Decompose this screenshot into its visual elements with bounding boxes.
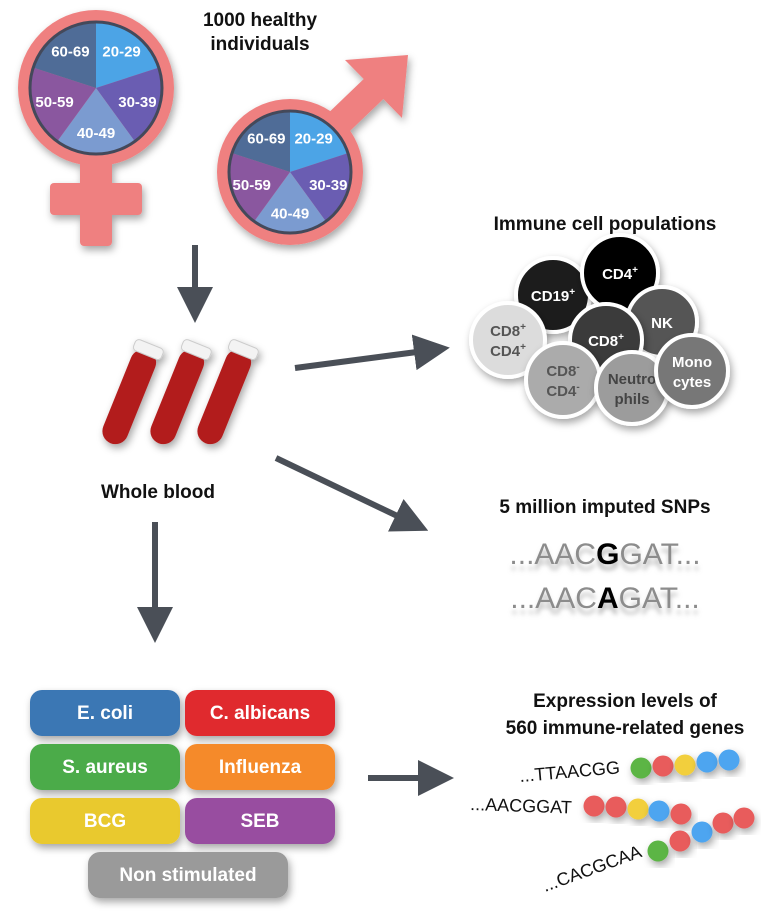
expression-bead-green xyxy=(647,840,669,862)
snp-sequences: ...AACGGAT... ...AACAGAT... xyxy=(509,538,700,615)
stimulus-s-aureus: S. aureus xyxy=(30,744,180,790)
expression-bead-red xyxy=(669,830,691,852)
arrow-to-cells xyxy=(294,334,450,371)
female-age-label: 40-49 xyxy=(77,125,115,142)
expression-bead-green xyxy=(630,757,652,779)
expression-bead-yellow xyxy=(627,798,649,820)
stimulus-label: E. coli xyxy=(77,703,133,724)
female-pie-slice-30-39 xyxy=(96,67,162,142)
expression-bead-blue xyxy=(696,751,718,773)
female-pie-slice-50-59 xyxy=(30,67,96,142)
expression-bead-red xyxy=(605,796,627,818)
stimulus-c-albicans: C. albicans xyxy=(185,690,335,736)
cell-label: CD8+ xyxy=(490,322,526,340)
cohort-title-line1: 1000 healthy xyxy=(203,10,317,31)
gene-sequence: ...TTAACGG xyxy=(519,757,621,786)
female-age-label: 30-39 xyxy=(118,94,156,111)
female-pie-slice-60-69 xyxy=(33,22,96,88)
female-age-label: 20-29 xyxy=(102,44,140,61)
stimulus-e-coli: E. coli xyxy=(30,690,180,736)
gene-expression-row: ...TTAACGG xyxy=(519,749,740,786)
cell-label: phils xyxy=(614,391,649,408)
male-age-label: 40-49 xyxy=(271,205,309,222)
gene-expression-rows: ...TTAACGG ...AACGGAT ...CACGCAA xyxy=(470,749,755,896)
immune-cell-cd8poscd4pos: CD8+ CD4+ xyxy=(469,301,547,379)
male-pie-slice-50-59 xyxy=(229,153,290,222)
stimulus-label: C. albicans xyxy=(210,703,310,724)
cell-label: CD4- xyxy=(546,382,579,400)
stimulus-label: Non stimulated xyxy=(119,865,256,886)
male-age-label: 50-59 xyxy=(233,177,271,194)
male-pie-slice-30-39 xyxy=(290,153,351,222)
snp-row-1: ...AACGGAT... xyxy=(509,538,700,571)
cells-title: Immune cell populations xyxy=(494,214,717,235)
cell-label: Mono xyxy=(672,354,712,371)
blood-tubes-icon xyxy=(102,339,259,445)
male-age-label: 60-69 xyxy=(247,130,285,147)
cell-label: cytes xyxy=(673,374,711,391)
female-age-label: 60-69 xyxy=(51,44,89,61)
expression-bead-blue xyxy=(718,749,740,771)
cell-label: Neutro xyxy=(608,371,656,388)
expression-title-line2: 560 immune-related genes xyxy=(506,718,745,739)
cell-label: CD19+ xyxy=(531,287,575,305)
cell-label: CD8- xyxy=(546,362,579,380)
stimulus-label: S. aureus xyxy=(62,757,148,778)
expression-bead-red xyxy=(733,807,755,829)
cohort-title-line2: individuals xyxy=(210,34,309,55)
whole-blood-label: Whole blood xyxy=(101,482,215,503)
female-age-label: 50-59 xyxy=(35,94,73,111)
gene-sequence: ...AACGGAT xyxy=(470,794,572,818)
expression-bead-red xyxy=(712,812,734,834)
gene-sequence: ...CACGCAA xyxy=(540,841,645,895)
stimulus-seb: SEB xyxy=(185,798,335,844)
stimulus-influenza: Influenza xyxy=(185,744,335,790)
stimulus-bcg: BCG xyxy=(30,798,180,844)
male-pie-slice-60-69 xyxy=(231,111,290,172)
stimulus-label: BCG xyxy=(84,811,126,832)
female-pie-slice-20-29 xyxy=(96,22,159,88)
immune-cell-monocytes: Mono cytes xyxy=(654,333,730,409)
expression-bead-blue xyxy=(648,800,670,822)
expression-title-line1: Expression levels of xyxy=(533,691,717,712)
stimulus-label: Influenza xyxy=(219,757,302,778)
male-age-label: 30-39 xyxy=(309,177,347,194)
stimulus-label: SEB xyxy=(240,811,279,832)
snps-title: 5 million imputed SNPs xyxy=(499,497,710,518)
male-pie-slice-40-49 xyxy=(254,172,326,233)
cell-label: CD8+ xyxy=(588,332,624,350)
immune-cells-cluster: CD19+ CD4+ NK CD8+ CD4+ CD8+ CD8- CD4- Neutro phi… xyxy=(469,233,730,426)
cell-label: CD4+ xyxy=(490,342,526,360)
male-age-label: 20-29 xyxy=(294,130,332,147)
male-pie-slice-20-29 xyxy=(290,111,349,172)
expression-bead-red xyxy=(652,755,674,777)
expression-bead-red xyxy=(670,803,692,825)
expression-bead-red xyxy=(583,795,605,817)
gene-expression-row: ...CACGCAA xyxy=(540,807,755,896)
female-pie-slice-40-49 xyxy=(57,88,135,155)
expression-bead-yellow xyxy=(674,754,696,776)
male-pie-outline xyxy=(227,109,353,235)
stimulus-non-stimulated: Non stimulated xyxy=(88,852,288,898)
cell-label: CD4+ xyxy=(602,265,638,283)
immune-cell-cd8negcd4neg: CD8- CD4- xyxy=(524,341,602,419)
gene-expression-row: ...AACGGAT xyxy=(470,794,692,825)
snp-row-2: ...AACAGAT... xyxy=(510,582,700,615)
expression-bead-blue xyxy=(691,821,713,843)
arrow-to-snps xyxy=(274,455,429,532)
stimulation-conditions: E. coli C. albicans S. aureus Influenza BCG S… xyxy=(30,690,335,898)
cell-label: NK xyxy=(651,315,673,332)
female-pie-outline xyxy=(28,20,164,156)
